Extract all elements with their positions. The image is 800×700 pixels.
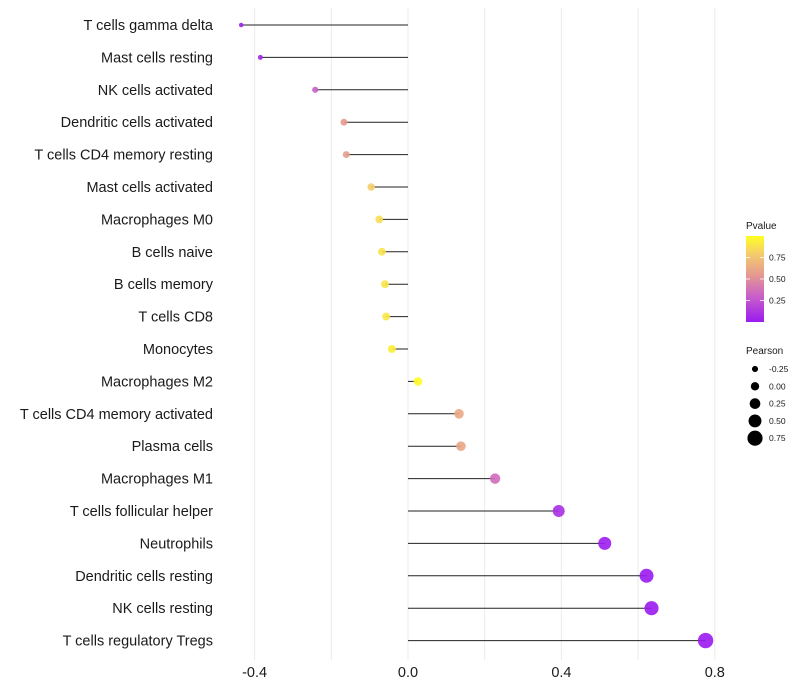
y-axis-label: T cells CD4 memory resting xyxy=(34,148,213,164)
y-axis-label: NK cells resting xyxy=(112,601,213,617)
lollipop-stems xyxy=(241,24,706,642)
size-legend-key xyxy=(749,398,761,409)
lollipop-point xyxy=(367,183,375,191)
y-axis-label: T cells CD8 xyxy=(138,310,213,326)
lollipop-point xyxy=(238,22,244,28)
y-axis-label: B cells memory xyxy=(114,277,214,293)
lollipop-point xyxy=(413,377,423,386)
lollipop-point xyxy=(375,215,384,224)
x-tick-label: 0.0 xyxy=(398,665,418,681)
x-tick-label: -0.4 xyxy=(242,665,267,681)
colorbar-tick-label: 0.75 xyxy=(769,253,786,263)
x-axis-ticks: -0.4 0.0 0.4 0.8 xyxy=(242,665,725,681)
y-axis-label: T cells follicular helper xyxy=(70,504,213,520)
lollipop-point xyxy=(312,86,319,93)
lollipop-point xyxy=(489,473,501,484)
lollipop-point xyxy=(382,312,391,321)
pvalue-colorbar xyxy=(746,236,764,322)
y-axis-label: Macrophages M1 xyxy=(101,472,213,488)
size-legend-label: 0.25 xyxy=(769,399,786,409)
y-axis-label: T cells gamma delta xyxy=(84,18,214,34)
lollipop-point xyxy=(454,409,464,419)
colorbar-tick-label: 0.50 xyxy=(769,274,786,284)
colorbar-tick-label: 0.25 xyxy=(769,296,786,306)
y-axis-label: NK cells activated xyxy=(98,83,213,99)
pearson-legend-title: Pearson xyxy=(746,346,783,357)
size-legend-label: -0.25 xyxy=(769,364,789,374)
lollipop-point xyxy=(598,536,612,550)
y-axis-label: Monocytes xyxy=(143,342,213,358)
size-legend-label: 0.75 xyxy=(769,433,786,443)
y-axis-label: Mast cells activated xyxy=(86,180,213,196)
lollipop-point xyxy=(456,441,466,452)
size-legend-key xyxy=(750,382,760,391)
lollipop-point xyxy=(381,280,389,289)
lollipop-point xyxy=(342,151,350,159)
y-axis-label: T cells regulatory Tregs xyxy=(63,634,213,650)
lollipop-point xyxy=(639,568,654,583)
lollipop-point xyxy=(257,54,263,60)
y-axis-label: Neutrophils xyxy=(140,536,213,552)
grid-lines xyxy=(254,8,716,660)
size-legend-label: 0.50 xyxy=(769,416,786,426)
lollipop-points xyxy=(238,22,714,649)
y-axis-label: Macrophages M0 xyxy=(101,212,213,228)
pvalue-legend-title: Pvalue xyxy=(746,221,777,232)
y-axis-label: T cells CD4 memory activated xyxy=(20,407,213,423)
size-legend-label: 0.00 xyxy=(769,381,786,391)
x-tick-label: 0.4 xyxy=(551,665,571,681)
y-axis-label: Mast cells resting xyxy=(101,50,213,66)
size-legend-key xyxy=(748,414,762,428)
lollipop-point xyxy=(644,601,659,616)
y-axis-label: Macrophages M2 xyxy=(101,374,213,390)
pearson-legend: Pearson -0.25 0.00 0.25 0.50 0.75 xyxy=(746,346,789,446)
y-axis-label: Plasma cells xyxy=(132,439,213,455)
size-legend-key xyxy=(751,365,759,373)
lollipop-point xyxy=(340,118,348,126)
x-tick-label: 0.8 xyxy=(705,665,725,681)
pvalue-legend: Pvalue 0.25 0.50 0.75 xyxy=(746,221,786,322)
lollipop-point xyxy=(387,344,396,354)
lollipop-point xyxy=(552,505,565,517)
y-axis-label: B cells naive xyxy=(132,245,213,261)
y-axis-label: Dendritic cells activated xyxy=(61,115,213,131)
lollipop-point xyxy=(697,632,714,649)
y-axis-label: Dendritic cells resting xyxy=(75,569,213,585)
y-axis-labels: T cells gamma delta Mast cells resting NK … xyxy=(20,18,214,650)
size-legend-key xyxy=(747,430,763,446)
lollipop-point xyxy=(378,247,386,256)
